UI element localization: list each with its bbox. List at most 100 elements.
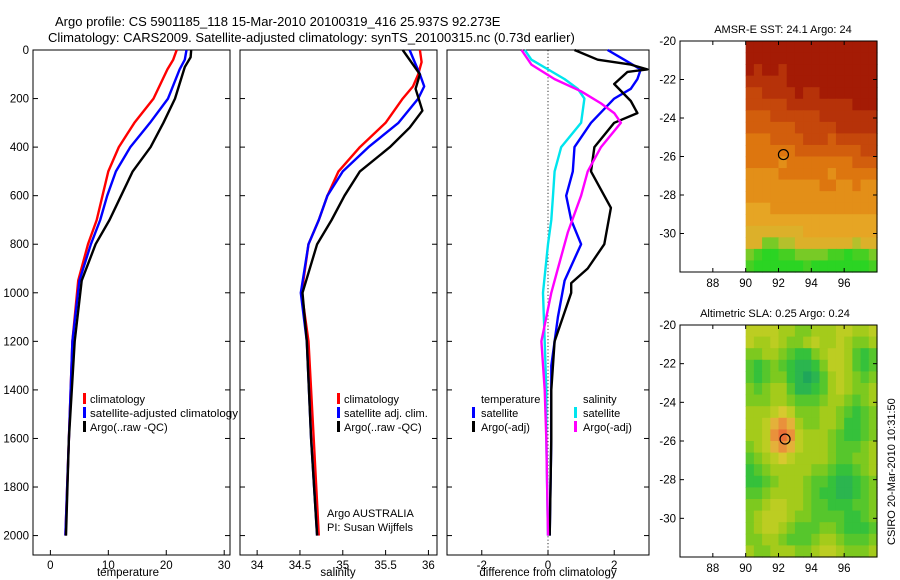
- map-cell: [745, 237, 755, 250]
- map-cell: [827, 487, 837, 500]
- map-cell: [835, 475, 845, 488]
- map-cell: [794, 475, 804, 488]
- map-cell: [762, 441, 771, 454]
- map-cell: [868, 394, 878, 407]
- legend-swatch-blue: [337, 407, 340, 418]
- map-cell: [835, 41, 845, 54]
- map-cell: [762, 522, 771, 535]
- map-cell: [811, 133, 821, 146]
- map-cell: [762, 191, 771, 204]
- map-cell: [827, 464, 837, 477]
- map-cell: [770, 87, 780, 100]
- map-cell: [860, 510, 870, 523]
- y-tick-label: -28: [659, 475, 676, 487]
- map-cell: [827, 371, 837, 384]
- x-tick-label: 90: [739, 278, 752, 290]
- map-cell: [786, 64, 796, 77]
- map-cell: [835, 168, 845, 181]
- map-cell: [753, 202, 763, 215]
- map-cell: [835, 383, 845, 396]
- map-cell: [745, 191, 755, 204]
- map-cell: [786, 52, 796, 65]
- map-cell: [762, 168, 771, 181]
- map-cell: [803, 179, 812, 192]
- map-cell: [811, 499, 821, 512]
- map-cell: [794, 121, 804, 134]
- map-cell: [803, 464, 812, 477]
- map-cell: [794, 64, 804, 77]
- map-cell: [762, 336, 771, 349]
- map-cell: [819, 179, 829, 192]
- map-cell: [860, 406, 870, 419]
- map-cell: [794, 248, 804, 262]
- sst-map-ticks: 88 90 92 94 96 -20 -22 -24 -26 -28 -30: [659, 36, 877, 290]
- map-cell: [753, 156, 763, 169]
- x-tick-label: 96: [838, 563, 851, 575]
- map-cell: [770, 225, 780, 238]
- map-cell: [852, 156, 862, 169]
- map-cell: [753, 510, 763, 523]
- map-cell: [803, 202, 812, 215]
- map-cell: [835, 260, 845, 273]
- map-cell: [762, 394, 771, 407]
- x-tick-label: 34.5: [289, 560, 311, 572]
- map-cell: [803, 417, 812, 430]
- map-cell: [844, 499, 853, 512]
- argo-pi: PI: Susan Wijffels: [327, 522, 413, 534]
- map-cell: [770, 510, 780, 523]
- y-tick-label: 200: [10, 94, 29, 106]
- map-cell: [852, 371, 862, 384]
- x-tick-label: 30: [218, 560, 231, 572]
- map-cell: [778, 336, 788, 349]
- map-cell: [803, 545, 812, 558]
- map-cell: [844, 475, 853, 488]
- map-cell: [819, 371, 829, 384]
- map-cell: [745, 533, 755, 546]
- map-cell: [762, 383, 771, 396]
- map-cell: [811, 41, 821, 54]
- map-cell: [811, 260, 821, 273]
- map-cell: [745, 406, 755, 419]
- series-line-satellite-adj-clim: [299, 49, 426, 536]
- map-cell: [778, 87, 788, 100]
- map-cell: [844, 394, 853, 407]
- map-cell: [852, 522, 862, 535]
- map-cell: [844, 237, 853, 250]
- y-tick-label: 1200: [3, 336, 29, 348]
- map-cell: [835, 248, 845, 262]
- map-cell: [786, 325, 796, 338]
- map-cell: [835, 133, 845, 146]
- map-cell: [803, 214, 812, 227]
- map-cell: [835, 336, 845, 349]
- map-cell: [835, 522, 845, 535]
- map-cell: [868, 75, 878, 88]
- map-cell: [753, 533, 763, 546]
- map-cell: [844, 348, 853, 361]
- map-cell: [794, 144, 804, 158]
- map-cell: [762, 452, 771, 465]
- temperature-xlabel: temperature: [97, 567, 159, 579]
- map-cell: [852, 191, 862, 204]
- map-cell: [762, 98, 771, 111]
- map-cell: [868, 499, 878, 512]
- x-tick-label: 20: [160, 560, 173, 572]
- map-cell: [753, 429, 763, 442]
- map-cell: [811, 98, 821, 111]
- map-cell: [803, 522, 812, 535]
- map-cell: [745, 248, 755, 262]
- map-cell: [762, 359, 771, 372]
- map-cell: [786, 452, 796, 465]
- map-cell: [819, 202, 829, 215]
- map-cell: [753, 545, 763, 558]
- map-cell: [762, 487, 771, 500]
- difference-xlabel: difference from climatology: [479, 567, 616, 579]
- map-cell: [745, 336, 755, 349]
- map-cell: [860, 156, 870, 169]
- map-cell: [794, 522, 804, 535]
- map-cell: [844, 156, 853, 169]
- map-cell: [844, 121, 853, 134]
- map-cell: [762, 214, 771, 227]
- map-cell: [803, 87, 812, 100]
- map-cell: [860, 110, 870, 123]
- map-cell: [794, 325, 804, 338]
